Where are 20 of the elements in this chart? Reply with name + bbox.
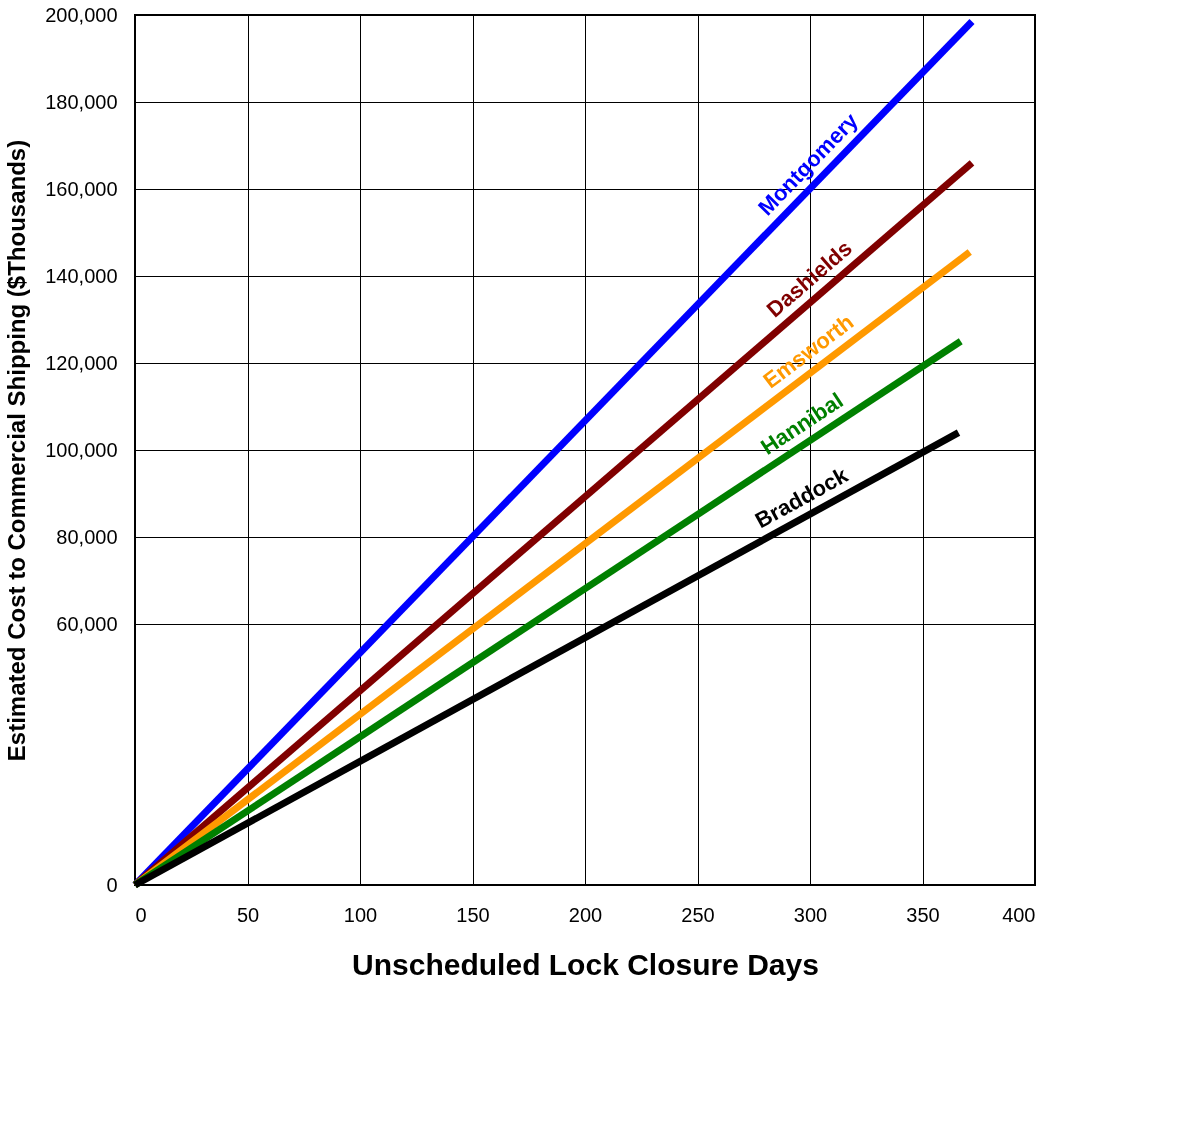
y-tick-label: 160,000 [45,177,118,200]
x-tick-label: 100 [343,903,378,926]
x-tick-label: 400 [1002,903,1036,926]
x-tick-label: 200 [568,903,603,926]
y-tick-label: 140,000 [45,264,118,287]
x-tick-label: 250 [681,903,715,926]
y-tick-label: 80,000 [56,525,118,548]
x-tick-label: 150 [456,903,490,926]
y-tick-label: 180,000 [45,90,118,113]
y-tick-label: 120,000 [45,351,118,374]
x-axis-title: Unscheduled Lock Closure Days [352,947,819,981]
x-tick-label: 0 [135,903,147,926]
y-tick-label: 200,000 [45,3,118,26]
y-axis-title: Estimated Cost to Commercial Shipping ($Thousands) [3,139,31,762]
y-tick-label: 60,000 [56,612,118,635]
x-tick-label: 350 [906,903,940,926]
y-tick-label: 100,000 [45,438,118,461]
y-tick-label: 0 [106,873,118,896]
x-tick-label: 300 [793,903,828,926]
x-tick-label: 50 [236,903,260,926]
